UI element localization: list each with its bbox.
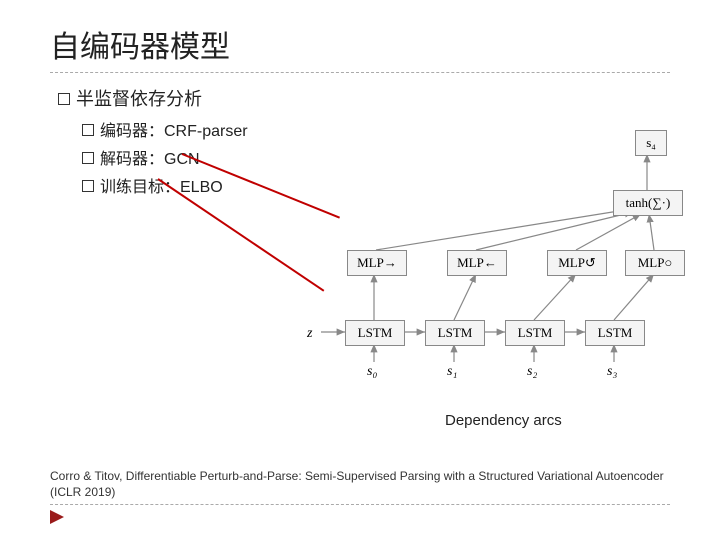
footer-arrow-icon xyxy=(50,510,68,529)
diagram-label-s2: s₂ xyxy=(527,364,537,380)
slide-title: 自编码器模型 xyxy=(50,22,670,66)
diagram-edge xyxy=(614,274,654,320)
diagram-label-s1: s₁ xyxy=(447,364,457,380)
diagram-node-lstm1: LSTM xyxy=(425,320,485,346)
title-divider xyxy=(50,72,670,73)
bullet-box-icon xyxy=(82,124,94,136)
bullet-box-icon xyxy=(82,152,94,164)
diagram-node-mlp_r: MLP→ xyxy=(347,250,407,276)
diagram-edge xyxy=(576,214,641,250)
diagram-label-s3: s₃ xyxy=(607,364,617,380)
diagram-node-lstm0: LSTM xyxy=(345,320,405,346)
diagram-node-tanh: tanh(∑·) xyxy=(613,190,683,216)
diagram-label-z: z xyxy=(307,326,312,342)
diagram-node-mlp_s: MLP↺ xyxy=(547,250,607,276)
citation: Corro & Titov, Differentiable Perturb-an… xyxy=(50,468,670,505)
diagram-node-lstm3: LSTM xyxy=(585,320,645,346)
diagram-label-s0: s₀ xyxy=(367,364,377,380)
diagram-node-mlp_l: MLP← xyxy=(447,250,507,276)
diagram-edge xyxy=(534,274,576,320)
bullet-l2a-text: 编码器：CRF-parser xyxy=(100,123,248,140)
footer-divider xyxy=(50,504,670,505)
diagram-node-lstm2: LSTM xyxy=(505,320,565,346)
diagram-node-mlp_o: MLP○ xyxy=(625,250,685,276)
model-diagram: s₄ tanh(∑·) MLP→ MLP← MLP↺ MLP○ LSTM LSTM LSTM LS… xyxy=(315,130,685,390)
citation-text: Corro & Titov, Differentiable Perturb-an… xyxy=(50,469,664,499)
diagram-edge xyxy=(454,274,476,320)
diagram-node-s4: s₄ xyxy=(635,130,667,156)
bullet-level1: 半监督依存分析 xyxy=(58,85,670,111)
diagram-edge xyxy=(649,214,654,250)
bullet-box-icon xyxy=(58,93,70,105)
dependency-arcs-label: Dependency arcs xyxy=(445,412,562,429)
bullet-box-icon xyxy=(82,180,94,192)
bullet-l1-text: 半监督依存分析 xyxy=(76,89,202,109)
